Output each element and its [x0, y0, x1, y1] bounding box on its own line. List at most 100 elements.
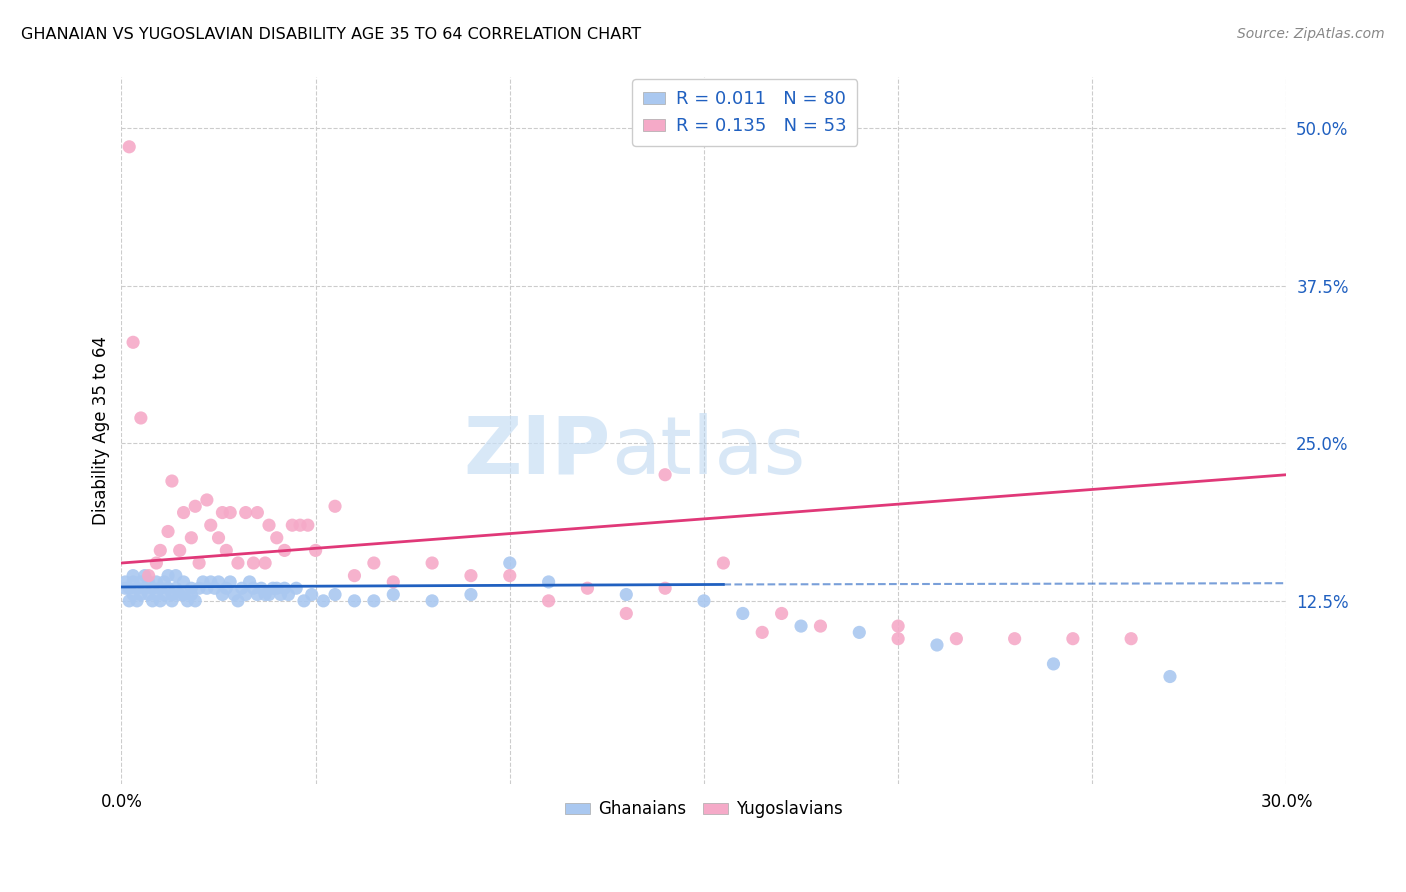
- Point: [266, 581, 288, 595]
- Point: [173, 588, 195, 602]
- Point: [129, 574, 152, 589]
- Point: [711, 556, 734, 570]
- Point: [537, 574, 560, 589]
- Point: [323, 588, 346, 602]
- Point: [420, 594, 443, 608]
- Point: [235, 588, 257, 602]
- Point: [270, 588, 292, 602]
- Point: [499, 568, 522, 582]
- Point: [231, 581, 253, 595]
- Point: [114, 574, 136, 589]
- Point: [1004, 632, 1026, 646]
- Point: [204, 581, 226, 595]
- Point: [297, 518, 319, 533]
- Point: [226, 556, 249, 570]
- Point: [200, 574, 222, 589]
- Point: [138, 568, 160, 582]
- Point: [363, 594, 385, 608]
- Point: [114, 581, 136, 595]
- Point: [195, 492, 218, 507]
- Point: [499, 556, 522, 570]
- Point: [157, 524, 180, 539]
- Point: [215, 543, 238, 558]
- Point: [122, 574, 145, 589]
- Text: Source: ZipAtlas.com: Source: ZipAtlas.com: [1237, 27, 1385, 41]
- Point: [129, 411, 152, 425]
- Point: [285, 581, 308, 595]
- Point: [731, 607, 754, 621]
- Point: [211, 588, 233, 602]
- Point: [169, 543, 191, 558]
- Point: [118, 581, 141, 595]
- Point: [1159, 669, 1181, 683]
- Point: [165, 568, 187, 582]
- Point: [191, 574, 214, 589]
- Point: [420, 556, 443, 570]
- Point: [848, 625, 870, 640]
- Text: atlas: atlas: [610, 413, 806, 491]
- Point: [242, 556, 264, 570]
- Legend: Ghanaians, Yugoslavians: Ghanaians, Yugoslavians: [558, 794, 849, 825]
- Point: [184, 594, 207, 608]
- Point: [153, 574, 176, 589]
- Point: [304, 543, 326, 558]
- Point: [153, 588, 176, 602]
- Point: [288, 518, 311, 533]
- Point: [195, 581, 218, 595]
- Point: [118, 140, 141, 154]
- Point: [129, 588, 152, 602]
- Point: [250, 581, 273, 595]
- Point: [654, 581, 676, 595]
- Point: [222, 588, 245, 602]
- Point: [323, 500, 346, 514]
- Point: [149, 543, 172, 558]
- Point: [219, 574, 242, 589]
- Point: [887, 619, 910, 633]
- Point: [141, 581, 163, 595]
- Text: GHANAIAN VS YUGOSLAVIAN DISABILITY AGE 35 TO 64 CORRELATION CHART: GHANAIAN VS YUGOSLAVIAN DISABILITY AGE 3…: [21, 27, 641, 42]
- Point: [138, 588, 160, 602]
- Point: [654, 467, 676, 482]
- Point: [1062, 632, 1084, 646]
- Point: [312, 594, 335, 608]
- Point: [693, 594, 716, 608]
- Point: [184, 500, 207, 514]
- Point: [343, 568, 366, 582]
- Point: [165, 581, 187, 595]
- Point: [257, 518, 280, 533]
- Point: [180, 588, 202, 602]
- Point: [614, 607, 637, 621]
- Point: [215, 581, 238, 595]
- Point: [180, 531, 202, 545]
- Point: [160, 588, 183, 602]
- Point: [281, 518, 304, 533]
- Point: [180, 581, 202, 595]
- Point: [219, 506, 242, 520]
- Point: [945, 632, 967, 646]
- Point: [254, 588, 277, 602]
- Point: [211, 506, 233, 520]
- Point: [160, 474, 183, 488]
- Point: [273, 543, 295, 558]
- Point: [460, 568, 482, 582]
- Point: [235, 506, 257, 520]
- Point: [614, 588, 637, 602]
- Point: [200, 518, 222, 533]
- Text: ZIP: ZIP: [464, 413, 610, 491]
- Point: [149, 594, 172, 608]
- Point: [246, 506, 269, 520]
- Point: [157, 568, 180, 582]
- Point: [145, 588, 167, 602]
- Point: [576, 581, 599, 595]
- Point: [537, 594, 560, 608]
- Point: [125, 581, 148, 595]
- Point: [751, 625, 773, 640]
- Point: [169, 588, 191, 602]
- Point: [242, 581, 264, 595]
- Point: [122, 588, 145, 602]
- Point: [460, 588, 482, 602]
- Point: [239, 574, 262, 589]
- Point: [1121, 632, 1143, 646]
- Point: [246, 588, 269, 602]
- Y-axis label: Disability Age 35 to 64: Disability Age 35 to 64: [93, 336, 110, 525]
